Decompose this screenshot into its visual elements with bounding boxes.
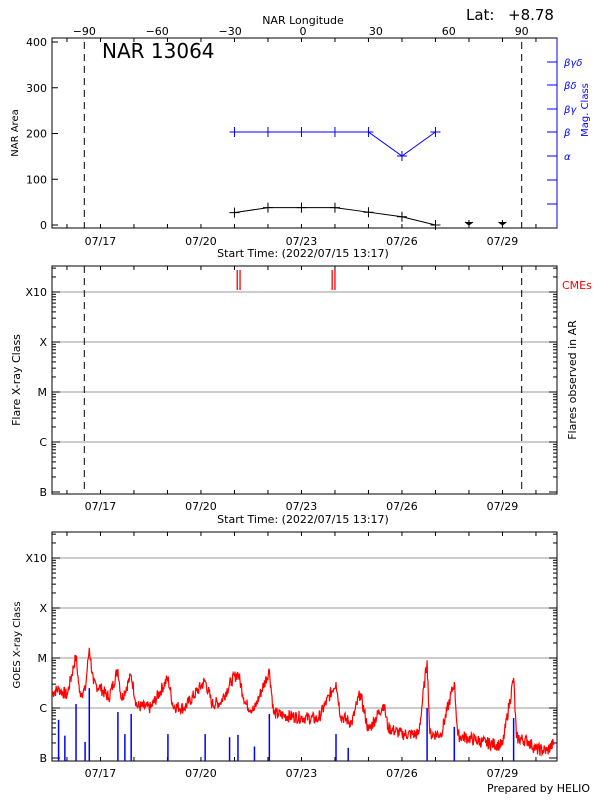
mag-class-label: βγ <box>563 105 577 116</box>
mag-class-label: βδ <box>563 81 577 92</box>
mag-class-point <box>396 151 407 161</box>
mag-class-point <box>430 127 441 137</box>
x-tick-label: 07/26 <box>386 235 418 248</box>
goes-axis-title: GOES X-ray Class <box>12 601 23 688</box>
mag-class-label: β <box>563 128 571 139</box>
area-panel-frame <box>51 37 558 229</box>
area-point <box>363 207 374 218</box>
cme-legend: CMEs <box>562 279 592 292</box>
mag-class-axis-title: Mag. Class <box>580 83 591 137</box>
mag-class-point <box>262 127 273 137</box>
longitude-tick-label: 0 <box>300 25 307 38</box>
mag-class-label: α <box>564 152 571 163</box>
footer-credit: Prepared by HELIO <box>487 782 590 795</box>
area-tick-label: 100 <box>26 173 47 186</box>
x-tick-label: 07/23 <box>286 235 318 248</box>
x-tick-label: 07/17 <box>85 500 117 513</box>
goes-panel-frame <box>51 531 558 762</box>
goes-flux-line <box>51 647 555 757</box>
goes-panel-class-label: X <box>39 602 47 615</box>
longitude-tick-label: 60 <box>442 25 456 38</box>
area-point <box>396 211 407 222</box>
area-tick-label: 200 <box>26 128 47 141</box>
x-tick-label: 07/29 <box>487 767 519 780</box>
longitude-tick-label: 30 <box>369 25 383 38</box>
area-point <box>229 207 240 218</box>
area-point <box>262 202 273 213</box>
mag-class-label: βγδ <box>563 58 582 69</box>
x-tick-label: 07/26 <box>386 500 418 513</box>
area-axis-title: NAR Area <box>10 109 21 156</box>
x-tick-label: 07/29 <box>487 500 519 513</box>
goes-panel-class-label: B <box>39 752 47 765</box>
longitude-tick-label: 90 <box>515 25 529 38</box>
flare-panel-class-label: B <box>39 486 47 499</box>
flare-panel-class-label: X <box>39 336 47 349</box>
panel2-xlabel: Start Time: (2022/07/15 13:17) <box>217 513 389 526</box>
area-point <box>430 220 441 230</box>
area-point <box>296 202 307 213</box>
goes-panel-class-label: M <box>38 652 48 665</box>
flares-in-ar-title: Flares observed in AR <box>566 320 579 440</box>
x-tick-label: 07/20 <box>185 235 217 248</box>
flare-panel-class-label: C <box>39 436 47 449</box>
flare-panel-class-label: X10 <box>25 286 47 299</box>
x-tick-label: 07/23 <box>286 500 318 513</box>
panel1-xlabel: Start Time: (2022/07/15 13:17) <box>217 247 389 260</box>
x-tick-label: 07/20 <box>185 500 217 513</box>
area-point <box>329 202 340 213</box>
goes-panel-class-label: C <box>39 702 47 715</box>
flare-axis-title: Flare X-ray Class <box>10 334 23 426</box>
mag-class-point <box>296 127 307 137</box>
region-title: NAR 13064 <box>102 39 215 63</box>
top-axis-title: NAR Longitude <box>262 14 344 27</box>
longitude-tick-label: −60 <box>146 25 169 38</box>
area-tick-label: 0 <box>40 219 47 232</box>
area-tick-label: 400 <box>26 36 47 49</box>
x-tick-label: 07/23 <box>286 767 318 780</box>
missing-area-marker <box>498 220 507 226</box>
flare-panel-frame <box>51 265 558 495</box>
x-tick-label: 07/29 <box>487 235 519 248</box>
x-tick-label: 07/17 <box>85 767 117 780</box>
area-tick-label: 300 <box>26 82 47 95</box>
flare-panel-class-label: M <box>38 386 48 399</box>
longitude-tick-label: −30 <box>218 25 241 38</box>
x-tick-label: 07/17 <box>85 235 117 248</box>
mag-class-point <box>229 127 240 137</box>
longitude-tick-label: −90 <box>73 25 96 38</box>
mag-class-point <box>329 127 340 137</box>
mag-class-point <box>363 127 374 137</box>
goes-panel-class-label: X10 <box>25 552 47 565</box>
x-tick-label: 07/26 <box>386 767 418 780</box>
x-tick-label: 07/20 <box>185 767 217 780</box>
missing-area-marker <box>464 220 474 226</box>
lat-value: +8.78 <box>508 6 554 24</box>
lat-label: Lat: <box>466 6 494 24</box>
